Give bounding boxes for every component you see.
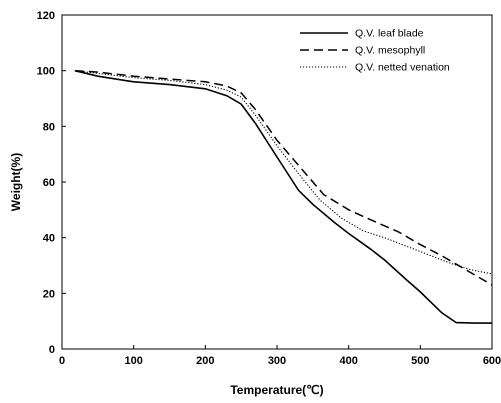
y-axis-title: Weight(%)	[9, 153, 23, 211]
y-tick-label: 80	[43, 121, 55, 133]
series-layer	[74, 69, 493, 324]
legend: Q.V. leaf blade Q.V. mesophyll Q.V. netted…	[300, 28, 450, 74]
x-tick-label: 400	[339, 355, 357, 367]
y-tick-label: 0	[49, 344, 55, 356]
series-line-1	[74, 69, 492, 324]
y-tick-label: 40	[43, 233, 55, 245]
axes: 0 100 200 300 400 500 600 0 20 40 60 80 100 120	[37, 10, 501, 367]
x-tick-label: 200	[196, 355, 214, 367]
x-tick-label: 500	[411, 355, 429, 367]
legend-label-2: Q.V. mesophyll	[355, 45, 425, 57]
y-tick-label: 20	[43, 288, 55, 300]
series-line-3	[74, 70, 493, 275]
x-tick-label: 100	[124, 355, 142, 367]
legend-label-1: Q.V. leaf blade	[355, 28, 424, 40]
y-tick-label: 60	[43, 177, 55, 189]
y-tick-label: 120	[37, 10, 55, 22]
series-line-2	[74, 69, 493, 286]
x-axis-title: Temperature(℃)	[230, 383, 323, 397]
legend-label-3: Q.V. netted venation	[355, 62, 450, 74]
x-tick-label: 600	[483, 355, 501, 367]
x-tick-label: 0	[59, 355, 65, 367]
y-tick-label: 100	[37, 66, 55, 78]
x-tick-label: 300	[268, 355, 286, 367]
